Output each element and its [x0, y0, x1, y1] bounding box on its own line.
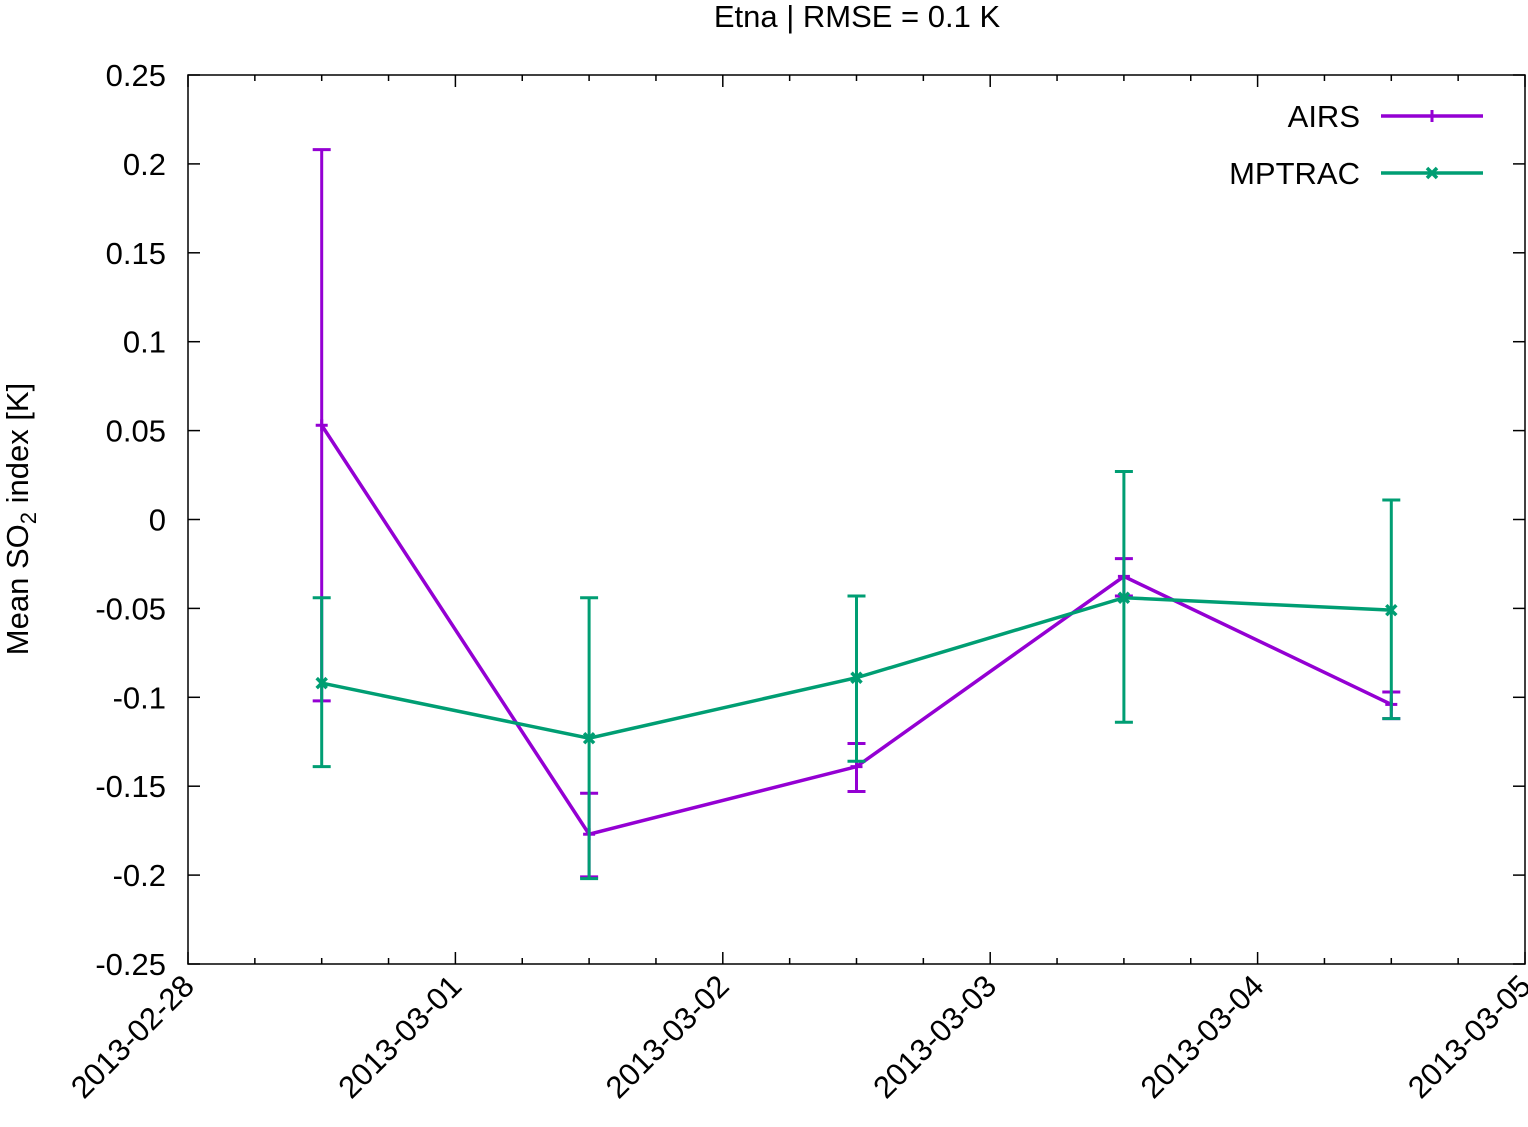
series-airs	[312, 148, 1401, 879]
plot-frame	[187, 74, 1526, 965]
y-tick-label: 0.25	[106, 58, 166, 93]
x-tick-label: 2013-03-04	[1134, 968, 1271, 1105]
legend-label: MPTRAC	[1229, 156, 1360, 191]
data-point	[315, 676, 328, 690]
data-point	[1385, 603, 1398, 617]
legend-marker	[1425, 166, 1439, 180]
y-axis-label: Mean SO2 index [K]	[0, 383, 41, 655]
legend-item-mptrac: MPTRAC	[1229, 156, 1483, 191]
y-tick-label: 0.15	[106, 236, 166, 271]
y-tick-label: -0.1	[113, 680, 166, 715]
y-tick-label: 0	[149, 503, 166, 538]
series-layer	[312, 148, 1401, 881]
x-tick-label: 2013-03-01	[331, 968, 468, 1105]
y-axis-label-suffix: index [K]	[0, 383, 35, 512]
legend: AIRS MPTRAC	[1229, 99, 1483, 191]
legend-item-airs: AIRS	[1288, 99, 1483, 134]
x-tick-label: 2013-03-03	[866, 968, 1003, 1105]
y-tick-label: 0.05	[106, 414, 166, 449]
legend-label: AIRS	[1288, 99, 1360, 134]
axes: 0.25 0.2 0.15 0.1 0.05 0 -0.05 -0.1 -0.15 -0.2 -0.…	[64, 58, 1528, 1105]
data-point	[850, 671, 863, 684]
y-tick-label: -0.2	[113, 858, 166, 893]
data-point	[315, 419, 328, 432]
y-tick-label: -0.25	[95, 947, 166, 982]
y-tick-label: 0.2	[123, 147, 166, 182]
data-point	[582, 731, 596, 745]
series-mptrac	[312, 469, 1401, 881]
y-tick-label: 0.1	[123, 325, 166, 360]
chart-title: Etna | RMSE = 0.1 K	[714, 0, 1001, 34]
data-point	[1117, 591, 1131, 604]
x-tick-label: 2013-02-28	[64, 968, 201, 1105]
y-tick-label: -0.05	[95, 591, 166, 626]
svg-text:Mean SO2 index [K]: Mean SO2 index [K]	[0, 383, 41, 655]
x-tick-label: 2013-03-02	[599, 968, 736, 1105]
x-tick-label: 2013-03-05	[1401, 968, 1528, 1105]
y-tick-label: -0.15	[95, 769, 166, 804]
y-axis-label-subscript: 2	[16, 512, 41, 524]
y-axis-label-prefix: Mean SO	[0, 524, 35, 655]
